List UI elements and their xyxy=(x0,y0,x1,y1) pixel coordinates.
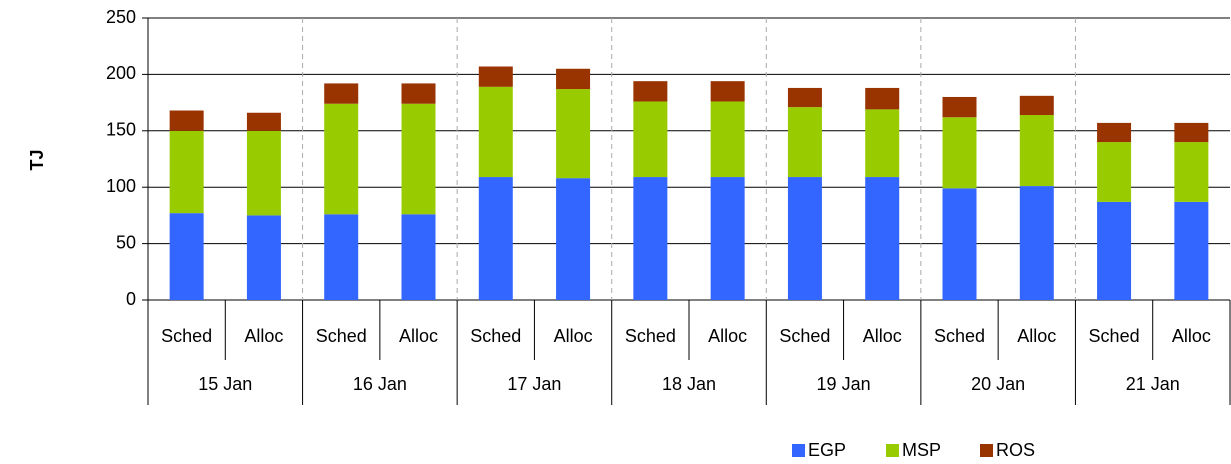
y-tick-label: 50 xyxy=(116,232,136,252)
y-tick-label: 250 xyxy=(106,7,136,27)
bar-segment xyxy=(942,188,977,300)
bar-segment xyxy=(401,214,436,300)
bar-segment xyxy=(478,86,513,178)
bar-segment xyxy=(478,66,513,87)
x-tick-label: Sched xyxy=(316,326,367,346)
bar-segment xyxy=(1019,115,1054,187)
bar-segment xyxy=(401,103,436,215)
bar-segment xyxy=(942,96,977,118)
bar-segment xyxy=(865,87,900,110)
bar-segment xyxy=(633,177,668,300)
bar-segment xyxy=(169,110,204,131)
y-tick-label: 0 xyxy=(126,289,136,309)
x-tick-label: Alloc xyxy=(399,326,438,346)
x-tick-label: Sched xyxy=(470,326,521,346)
bar-segment xyxy=(787,87,822,108)
bar-segment xyxy=(401,83,436,104)
x-tick-label: Sched xyxy=(625,326,676,346)
bar-segment xyxy=(169,130,204,214)
bar-segment xyxy=(169,213,204,300)
bar-segment xyxy=(478,177,513,300)
bar-segment xyxy=(1019,186,1054,300)
x-tick-label: Sched xyxy=(779,326,830,346)
legend-swatch xyxy=(980,444,993,457)
x-tick-label: Alloc xyxy=(554,326,593,346)
bar-segment xyxy=(1097,142,1132,202)
bar-segment xyxy=(942,117,977,189)
bar-segment xyxy=(710,101,745,178)
x-tick-label: Sched xyxy=(934,326,985,346)
bar-segment xyxy=(324,83,359,104)
bar-segment xyxy=(633,101,668,178)
group-label: 21 Jan xyxy=(1126,374,1180,394)
bar-segment xyxy=(1097,201,1132,300)
x-tick-label: Sched xyxy=(161,326,212,346)
legend-swatch xyxy=(886,444,899,457)
group-label: 19 Jan xyxy=(817,374,871,394)
bar-segment xyxy=(556,68,591,90)
x-tick-label: Alloc xyxy=(708,326,747,346)
bar-segment xyxy=(246,130,281,216)
bar-segment xyxy=(1174,201,1209,300)
x-tick-label: Alloc xyxy=(1172,326,1211,346)
bar-segment xyxy=(1097,122,1132,143)
bar-segment xyxy=(246,112,281,131)
x-tick-label: Alloc xyxy=(863,326,902,346)
bar-segment xyxy=(710,81,745,102)
y-tick-label: 150 xyxy=(106,120,136,140)
legend-swatch xyxy=(792,444,805,457)
bar-segment xyxy=(1174,122,1209,143)
x-tick-label: Sched xyxy=(1089,326,1140,346)
group-label: 17 Jan xyxy=(507,374,561,394)
group-label: 16 Jan xyxy=(353,374,407,394)
group-label: 18 Jan xyxy=(662,374,716,394)
bar-segment xyxy=(865,177,900,300)
x-tick-label: Alloc xyxy=(1017,326,1056,346)
bar-segment xyxy=(246,215,281,300)
y-axis-label: TJ xyxy=(27,149,47,170)
bar-segment xyxy=(787,177,822,300)
bar-segment xyxy=(556,178,591,300)
group-label: 20 Jan xyxy=(971,374,1025,394)
bar-segment xyxy=(787,107,822,178)
legend-label: MSP xyxy=(902,440,941,460)
bar-segment xyxy=(1019,95,1054,116)
bar-segment xyxy=(710,177,745,300)
bar-segment xyxy=(1174,142,1209,202)
y-tick-label: 100 xyxy=(106,176,136,196)
bar-segment xyxy=(324,214,359,300)
bar-segment xyxy=(324,103,359,215)
bar-segment xyxy=(633,81,668,102)
y-tick-label: 200 xyxy=(106,63,136,83)
bar-segment xyxy=(865,109,900,178)
x-tick-label: Alloc xyxy=(244,326,283,346)
legend-label: ROS xyxy=(996,440,1035,460)
legend-label: EGP xyxy=(808,440,846,460)
group-label: 15 Jan xyxy=(198,374,252,394)
bar-segment xyxy=(556,89,591,179)
